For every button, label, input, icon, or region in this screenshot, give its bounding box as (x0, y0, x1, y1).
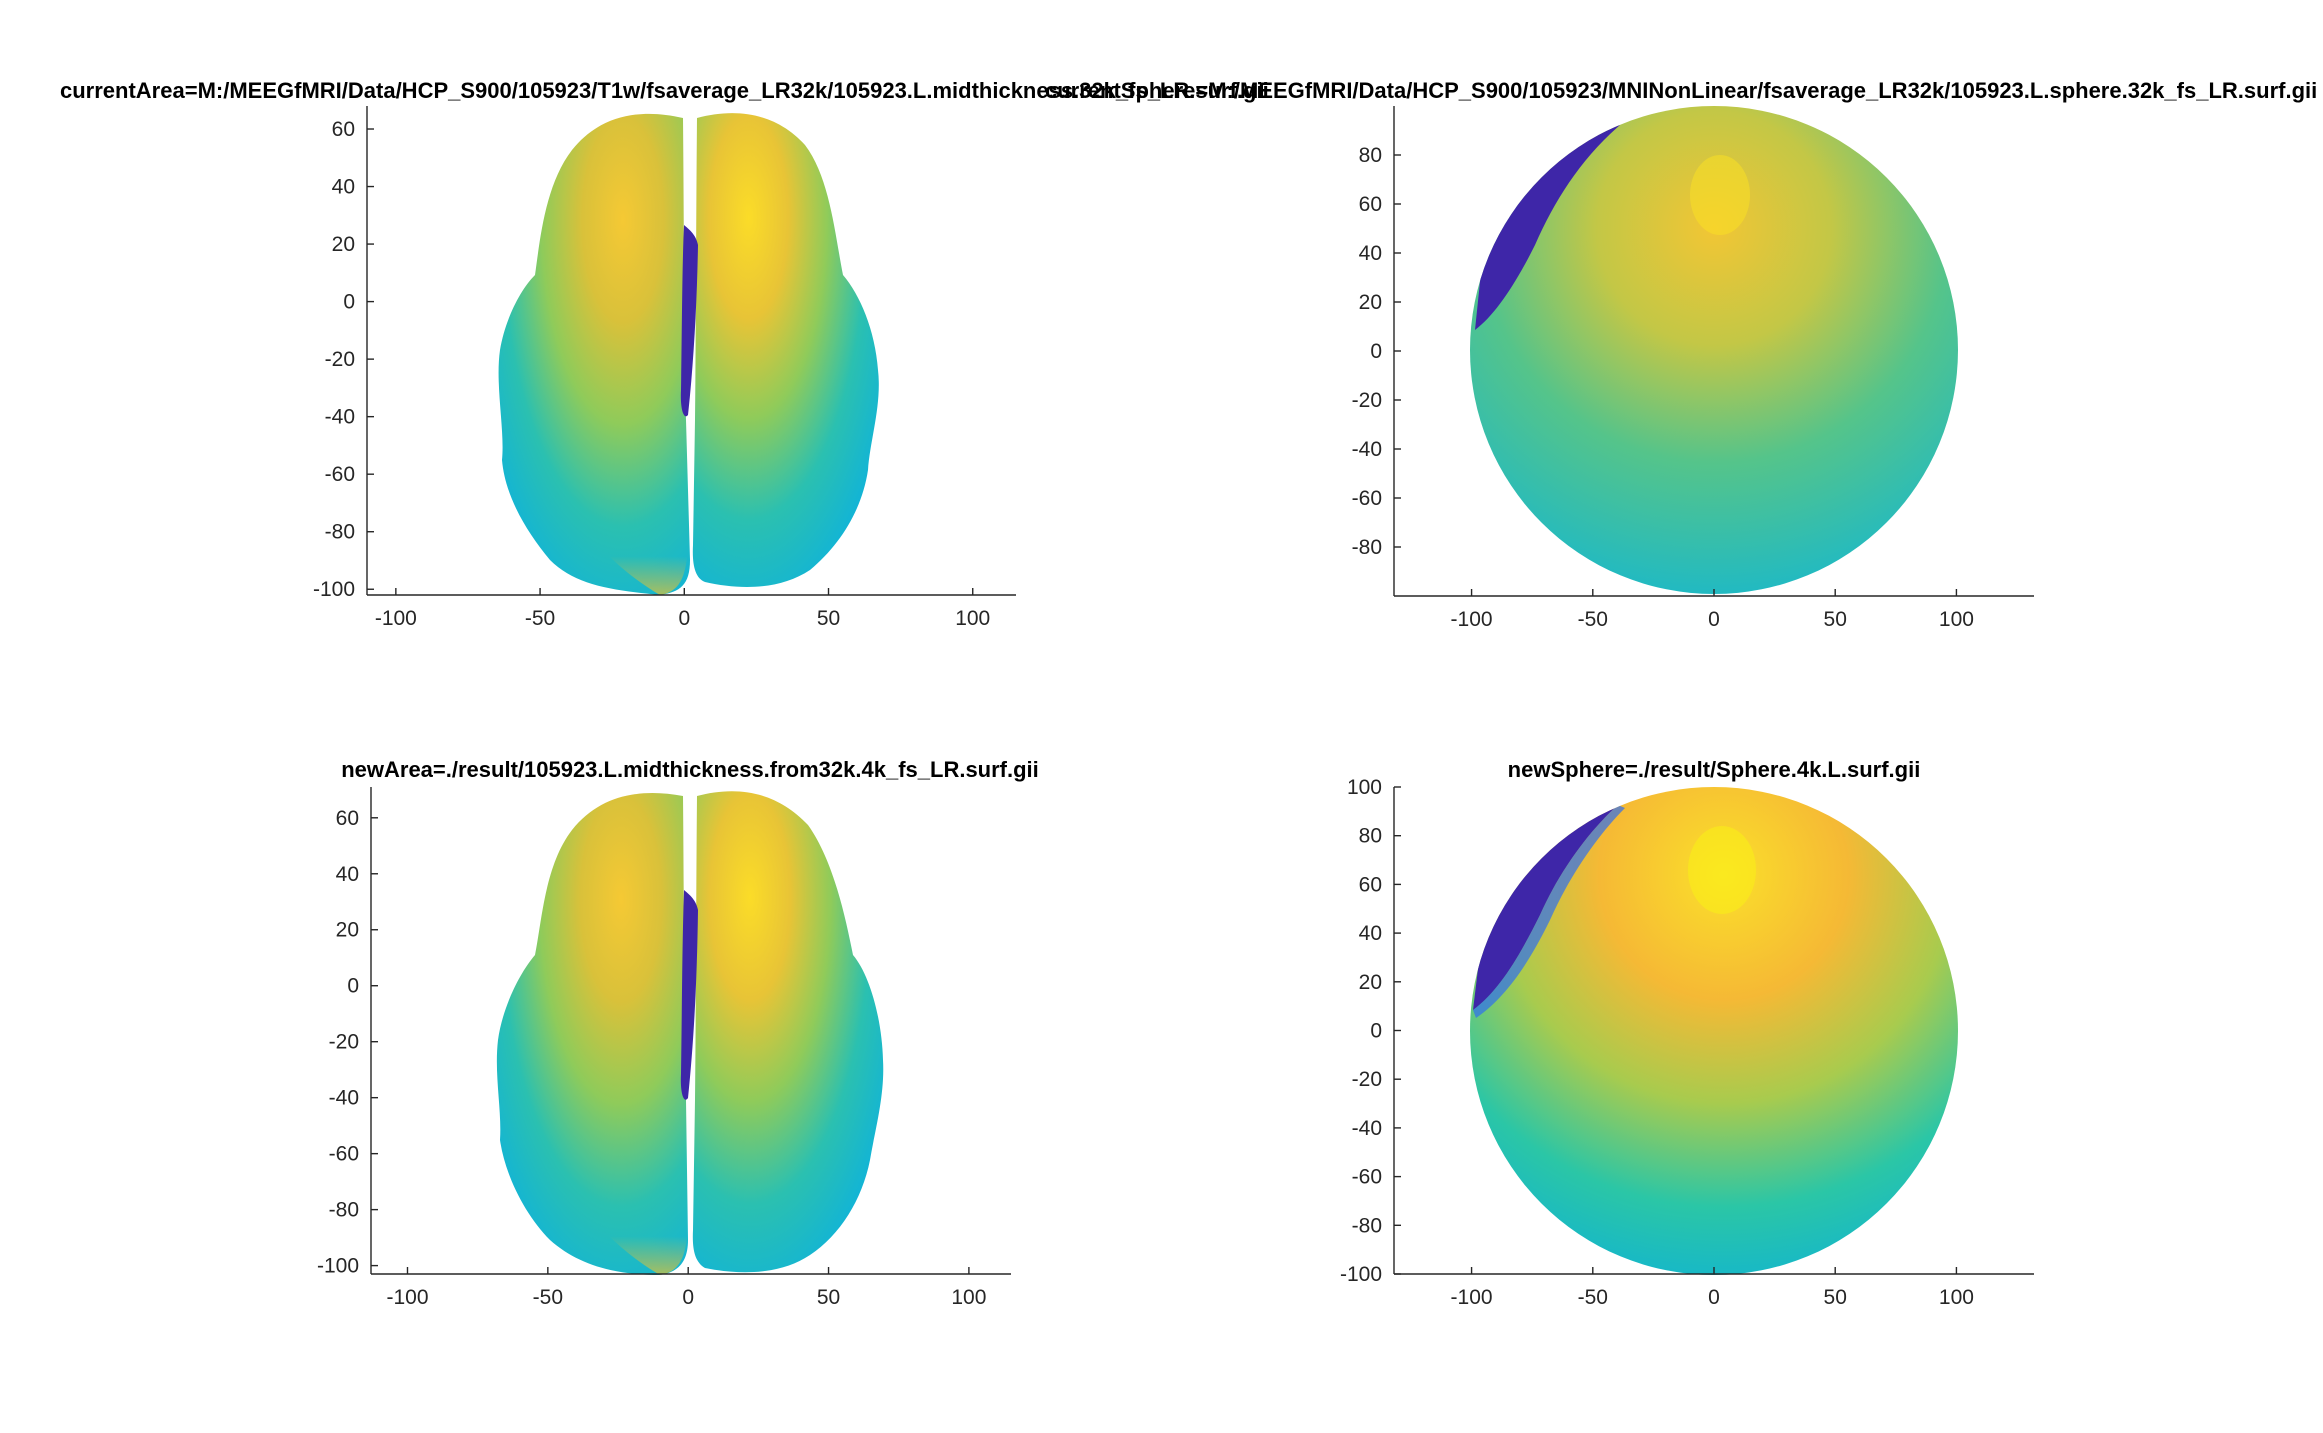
y-tick-label: -60 (329, 1143, 359, 1166)
x-tick-label: 0 (678, 607, 690, 630)
y-tick-label: 60 (336, 807, 359, 830)
x-tick-label: 0 (1708, 608, 1720, 631)
panel-new-sphere-title: newSphere=./result/Sphere.4k.L.surf.gii (1508, 757, 1921, 782)
panel-new-area-title: newArea=./result/105923.L.midthickness.f… (341, 757, 1039, 782)
y-tick-label: -40 (325, 406, 355, 429)
x-tick-label: 100 (955, 607, 990, 630)
sphere-surface-new (1470, 787, 1958, 1275)
x-tick-label: 50 (1824, 608, 1847, 631)
brain-surface-new (497, 791, 883, 1275)
y-tick-label: 60 (1359, 193, 1382, 216)
y-tick-label: -80 (1352, 1214, 1382, 1237)
x-tick-label: 0 (1708, 1286, 1720, 1309)
x-tick-label: 100 (951, 1286, 986, 1309)
y-tick-label: 20 (1359, 971, 1382, 994)
y-tick-label: -20 (329, 1031, 359, 1054)
y-tick-label: 80 (1359, 825, 1382, 848)
right-hemisphere (693, 113, 879, 587)
x-tick-label: -100 (1451, 608, 1493, 631)
y-tick-label: -80 (329, 1199, 359, 1222)
y-tick-label: 60 (1359, 873, 1382, 896)
panel-current-area: currentArea=M:/MEEGfMRI/Data/HCP_S900/10… (60, 78, 1269, 595)
y-tick-label: -80 (1352, 536, 1382, 559)
y-tick-label: 0 (1370, 1020, 1382, 1043)
y-tick-label: -40 (329, 1087, 359, 1110)
y-tick-label: 40 (1359, 922, 1382, 945)
y-tick-label: -100 (317, 1255, 359, 1278)
x-tick-label: 0 (682, 1286, 694, 1309)
y-tick-label: 60 (332, 118, 355, 141)
y-tick-label: 0 (347, 975, 359, 998)
y-tick-label: 0 (343, 291, 355, 314)
panel-current-sphere: currentSphere=M:/MEEGfMRI/Data/HCP_S900/… (1045, 78, 2317, 596)
x-tick-label: 50 (817, 1286, 840, 1309)
panel-current-sphere-title: currentSphere=M:/MEEGfMRI/Data/HCP_S900/… (1045, 78, 2317, 103)
sphere-surface-current (1470, 106, 1958, 594)
y-tick-label: -60 (1352, 1166, 1382, 1189)
x-tick-label: -50 (1578, 608, 1608, 631)
x-tick-label: -50 (525, 607, 555, 630)
x-tick-label: -50 (1578, 1286, 1608, 1309)
y-tick-label: -20 (1352, 389, 1382, 412)
sphere-hotspot (1688, 826, 1756, 914)
x-tick-label: -100 (386, 1286, 428, 1309)
x-tick-label: 100 (1939, 1286, 1974, 1309)
x-tick-label: -100 (1451, 1286, 1493, 1309)
y-tick-label: -100 (1340, 1263, 1382, 1286)
right-hemisphere (693, 791, 883, 1272)
x-tick-label: -50 (533, 1286, 563, 1309)
y-tick-label: 40 (336, 863, 359, 886)
x-tick-label: 50 (1824, 1286, 1847, 1309)
sphere-hotspot (1690, 155, 1750, 235)
y-tick-label: -100 (313, 578, 355, 601)
panel-new-sphere: newSphere=./result/Sphere.4k.L.surf.gii (1394, 757, 2034, 1275)
y-tick-label: -40 (1352, 438, 1382, 461)
panel-new-area: newArea=./result/105923.L.midthickness.f… (341, 757, 1039, 1275)
y-tick-label: -20 (1352, 1068, 1382, 1091)
y-tick-label: 20 (336, 919, 359, 942)
x-tick-label: 50 (817, 607, 840, 630)
brain-surface-current (499, 113, 879, 595)
y-tick-label: -80 (325, 521, 355, 544)
y-tick-label: -20 (325, 348, 355, 371)
y-tick-label: -60 (325, 463, 355, 486)
y-tick-label: 20 (332, 233, 355, 256)
y-tick-label: -60 (1352, 487, 1382, 510)
y-tick-label: 80 (1359, 144, 1382, 167)
y-tick-label: 0 (1370, 340, 1382, 363)
x-tick-label: -100 (375, 607, 417, 630)
x-tick-label: 100 (1939, 608, 1974, 631)
y-tick-label: 100 (1347, 776, 1382, 799)
y-tick-label: 40 (1359, 242, 1382, 265)
y-tick-label: 40 (332, 176, 355, 199)
y-tick-label: 20 (1359, 291, 1382, 314)
y-tick-label: -40 (1352, 1117, 1382, 1140)
